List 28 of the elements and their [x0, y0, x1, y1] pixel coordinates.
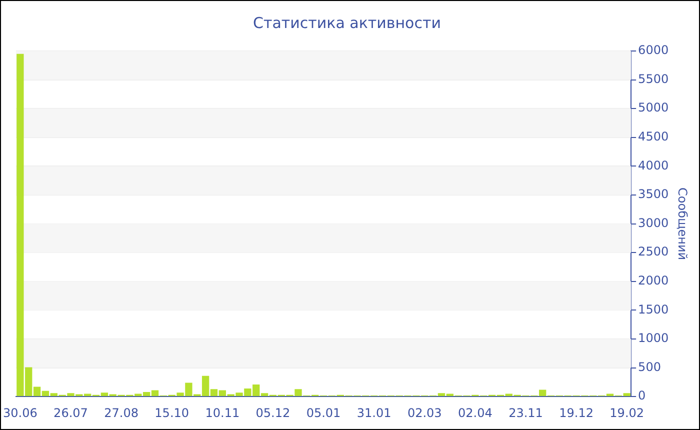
x-tick-label: 05.01: [306, 406, 341, 420]
x-tick-label: 30.06: [2, 406, 38, 420]
y-tick-label: 5000: [638, 100, 669, 115]
x-tick-label: 26.07: [54, 406, 88, 420]
x-tick-label: 05.12: [256, 406, 290, 420]
x-tick-label: 23.11: [508, 406, 543, 420]
y-tick-label: 3000: [638, 216, 669, 230]
y-tick-label: 3500: [638, 187, 669, 202]
y-tick-label: 4000: [638, 158, 669, 172]
x-tick-label: 19.02: [610, 406, 644, 420]
y-tick-label: 2500: [638, 244, 669, 259]
x-tick-label: 02.04: [458, 406, 492, 420]
x-tick-label: 19.12: [559, 406, 594, 420]
y-axis-title: Сообщений: [676, 188, 690, 260]
chart-title: Статистика активности: [253, 14, 441, 32]
x-tick-label: 31.01: [356, 406, 392, 420]
x-tick-label: 10.11: [205, 406, 240, 420]
y-tick-label: 6000: [638, 43, 669, 58]
y-tick-label: 500: [638, 360, 661, 374]
x-tick-label: 15.10: [154, 406, 190, 420]
y-tick-label: 5500: [638, 72, 669, 86]
y-tick-label: 2000: [638, 274, 669, 288]
y-tick-label: 0: [638, 388, 646, 403]
y-tick-label: 4500: [638, 130, 669, 144]
x-tick-label: 02.03: [407, 406, 442, 420]
y-tick-label: 1500: [638, 302, 669, 316]
y-tick-label: 1000: [638, 331, 669, 346]
x-tick-label: 27.08: [104, 406, 138, 420]
